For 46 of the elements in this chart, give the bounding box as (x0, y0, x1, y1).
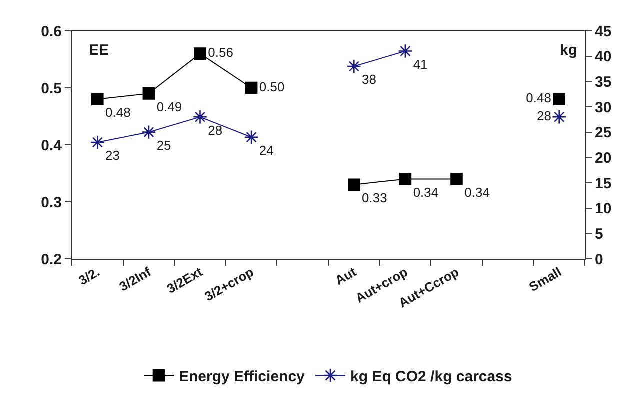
data-label: 0.34 (464, 184, 490, 200)
point (142, 88, 156, 100)
data-label: 0.33 (362, 190, 388, 206)
x-tick-label: Aut (332, 264, 360, 288)
point (92, 93, 104, 106)
y2-tick-label: 40 (595, 48, 612, 66)
y-tick-label: 0.3 (41, 194, 62, 212)
y2-tick-label: 30 (595, 99, 612, 116)
point (450, 173, 463, 186)
y-axis-title: EE (89, 42, 110, 59)
data-label: 0.48 (526, 90, 552, 106)
y2-tick-label: 15 (595, 175, 612, 192)
data-label: 25 (156, 138, 172, 153)
legend-label: Energy Efficiency (179, 368, 306, 386)
data-label: 23 (106, 148, 120, 164)
x-tick-label: 3/2. (76, 264, 102, 288)
y-tick-label: 0.6 (41, 23, 62, 40)
y2-tick-label: 5 (595, 226, 604, 243)
y2-tick-label: 35 (595, 74, 612, 91)
data-label: 0.56 (208, 45, 234, 60)
data-label: 0.34 (413, 184, 439, 200)
point (553, 93, 566, 106)
data-label: 0.48 (106, 105, 131, 120)
point (245, 82, 258, 94)
y2-tick-label: 45 (595, 23, 612, 40)
y2-tick-label: 0 (595, 251, 604, 268)
y-tick-label: 0.4 (41, 137, 63, 154)
data-label: 0.49 (156, 99, 182, 114)
y2-tick-label: 20 (595, 150, 612, 167)
point (552, 110, 567, 124)
data-label: 28 (208, 122, 223, 138)
y-tick-label: 0.5 (41, 80, 62, 98)
y2-tick-label: 25 (595, 124, 612, 142)
data-label: 28 (537, 108, 552, 124)
y2-axis-title: kg (560, 42, 578, 59)
data-label: 0.50 (259, 79, 285, 94)
point (194, 48, 206, 60)
point (348, 178, 360, 192)
data-label: 24 (259, 143, 274, 158)
y2-tick-label: 10 (595, 200, 612, 218)
point (399, 173, 412, 186)
y-tick-label: 0.2 (41, 251, 62, 268)
point (90, 135, 105, 150)
data-label: 41 (413, 56, 428, 72)
legend-label: kg Eq CO2 /kg carcass (350, 368, 512, 386)
data-label: 38 (362, 72, 376, 88)
